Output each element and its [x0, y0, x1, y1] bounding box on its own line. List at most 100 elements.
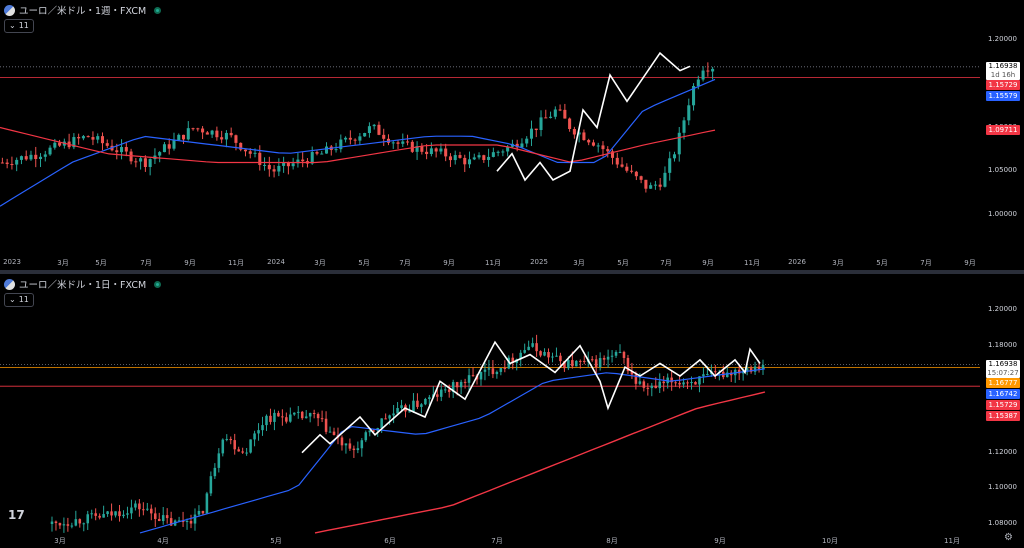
candle-body: [455, 382, 459, 388]
time-axis-label: 6月: [384, 537, 396, 545]
candle-body: [582, 132, 586, 141]
candle-body: [491, 368, 495, 375]
candle-body: [596, 145, 600, 147]
indicator-collapse-button[interactable]: ⌄ 11: [4, 19, 34, 33]
candle-body: [146, 508, 149, 510]
candle-body: [296, 411, 300, 413]
candle-body: [458, 155, 462, 158]
candle-body: [129, 151, 133, 162]
candle-body: [401, 141, 405, 144]
candle-body: [324, 418, 328, 432]
price-axis-label: 1.20000: [988, 305, 1017, 313]
candle-body: [406, 141, 410, 143]
candle-body: [436, 394, 439, 397]
candle-body: [649, 185, 653, 189]
candle-body: [479, 371, 483, 380]
candle-body: [348, 443, 352, 449]
candle-body: [344, 137, 348, 140]
candle-body: [261, 425, 264, 431]
daily-chart-legend[interactable]: ユーロ／米ドル・1日・FXCM: [4, 277, 162, 291]
candle-body: [352, 448, 356, 451]
candle-body: [363, 133, 367, 137]
candle-body: [205, 132, 209, 135]
candle-body: [185, 520, 189, 522]
gear-icon[interactable]: ⚙: [1004, 532, 1013, 543]
candle-body: [535, 343, 538, 352]
pane-separator[interactable]: [0, 270, 1024, 274]
time-axis-label: 7月: [491, 537, 503, 545]
candle-body: [10, 164, 14, 166]
bar-countdown: 1d 16h: [990, 70, 1016, 79]
candle-body: [364, 432, 368, 441]
candle-body: [191, 128, 195, 130]
candle-body: [587, 140, 591, 143]
candle-body: [277, 165, 281, 172]
candle-body: [653, 184, 657, 186]
candle-body: [725, 372, 729, 378]
weekly-chart-legend[interactable]: ユーロ／米ドル・1週・FXCM: [4, 3, 162, 17]
candle-body: [549, 116, 553, 118]
candle-body: [555, 355, 558, 357]
candle-body: [638, 381, 642, 384]
time-axis-label: 3月: [832, 259, 844, 267]
weekly-chart-pane[interactable]: ユーロ／米ドル・1週・FXCM ⌄ 11 1.200001.150001.100…: [0, 0, 1024, 270]
candle-body: [459, 381, 463, 388]
candle-body: [439, 389, 443, 397]
candle-body: [694, 382, 697, 385]
candle-body: [70, 525, 74, 527]
candle-body: [477, 155, 481, 158]
candle-body: [0, 162, 4, 164]
candle-body: [138, 503, 141, 510]
candle-body: [547, 351, 550, 358]
daily-chart-pane[interactable]: ユーロ／米ドル・1日・FXCM ⌄ 11 1.20000 1.18000 1.120…: [0, 274, 1024, 548]
candle-body: [672, 154, 677, 159]
candle-body: [367, 126, 371, 134]
candle-body: [257, 430, 260, 434]
candle-body: [5, 162, 9, 165]
candle-body: [220, 137, 224, 140]
candle-body: [229, 438, 233, 441]
candle-body: [24, 156, 28, 160]
candle-body: [615, 157, 619, 165]
price-axis-label: 1.05000: [988, 166, 1017, 175]
candle-body: [696, 79, 700, 87]
candle-body: [118, 511, 121, 517]
daily-chart-canvas[interactable]: [0, 274, 1024, 548]
weekly-chart-canvas[interactable]: [0, 0, 1024, 270]
moving-average-fast: [0, 78, 716, 207]
candle-body: [115, 150, 119, 153]
candle-body: [650, 385, 654, 389]
candle-body: [396, 408, 399, 414]
candle-body: [463, 381, 467, 383]
candle-body: [625, 166, 629, 171]
candle-body: [167, 144, 171, 149]
time-axis-label: 7月: [140, 259, 152, 267]
candle-body: [644, 179, 648, 189]
candle-body: [523, 350, 526, 353]
candle-body: [100, 136, 105, 144]
candle-body: [273, 412, 276, 422]
candle-body: [606, 149, 610, 152]
time-axis-label: 4月: [157, 537, 169, 545]
candle-body: [102, 514, 105, 518]
candle-body: [158, 152, 162, 156]
time-axis-label: 7月: [920, 259, 932, 267]
chevron-down-icon: ⌄: [9, 295, 16, 304]
candle-body: [233, 440, 236, 450]
candle-body: [215, 130, 219, 138]
candle-body: [224, 132, 228, 140]
indicator-count: 11: [18, 21, 29, 30]
candle-body: [293, 412, 296, 415]
candle-body: [487, 156, 491, 160]
candle-body: [706, 374, 709, 376]
market-status-icon: [154, 280, 162, 288]
candle-body: [553, 109, 557, 117]
candle-body: [43, 154, 47, 157]
candle-body: [626, 357, 630, 372]
indicator-collapse-button[interactable]: ⌄ 11: [4, 293, 34, 307]
candle-body: [501, 151, 505, 153]
candle-body: [434, 148, 438, 152]
candle-body: [334, 149, 338, 151]
candle-body: [610, 355, 614, 357]
candle-body: [682, 120, 686, 133]
